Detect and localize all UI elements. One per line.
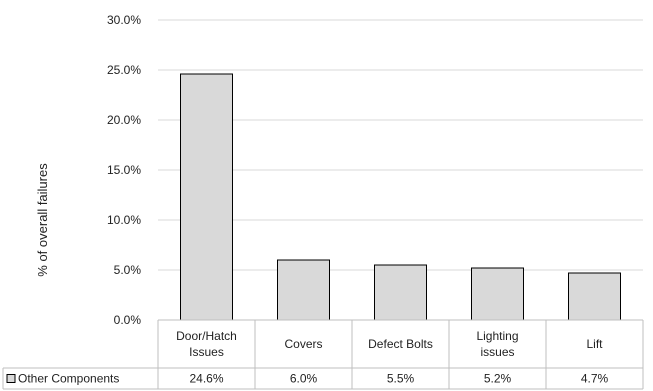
legend-label: Other Components: [18, 372, 119, 386]
x-category-label: Defect Bolts: [368, 337, 433, 351]
y-tick-label: 5.0%: [114, 263, 142, 277]
data-value-label: 4.7%: [581, 372, 609, 386]
y-tick-label: 0.0%: [114, 313, 142, 327]
y-tick-label: 30.0%: [107, 13, 141, 27]
x-category-label: Lighting: [476, 329, 518, 343]
data-value-label: 24.6%: [189, 372, 223, 386]
y-tick-label: 25.0%: [107, 63, 141, 77]
bar: [471, 267, 524, 321]
y-tick-label: 10.0%: [107, 213, 141, 227]
bars: [180, 73, 621, 321]
bar: [374, 264, 427, 321]
legend-swatch: [6, 374, 16, 383]
x-category-label: Door/Hatch: [176, 329, 237, 343]
data-value-label: 5.5%: [387, 372, 415, 386]
y-axis-label: % of overall failures: [35, 163, 50, 277]
bar: [180, 73, 233, 321]
data-value-label: 5.2%: [484, 372, 512, 386]
y-tick-label: 15.0%: [107, 163, 141, 177]
bar: [568, 272, 621, 321]
x-category-label: Lift: [586, 337, 603, 351]
x-category-label: Issues: [189, 345, 224, 359]
data-value-label: 6.0%: [290, 372, 318, 386]
y-axis-tick-labels: 0.0% 5.0% 10.0% 15.0% 20.0% 25.0% 30.0%: [107, 13, 141, 327]
y-tick-label: 20.0%: [107, 113, 141, 127]
bar: [277, 259, 330, 321]
gridlines: [158, 19, 643, 271]
x-category-label: issues: [480, 345, 514, 359]
x-category-label: Covers: [284, 337, 322, 351]
data-table: Door/Hatch Issues Covers Defect Bolts Lighti…: [2, 319, 644, 390]
